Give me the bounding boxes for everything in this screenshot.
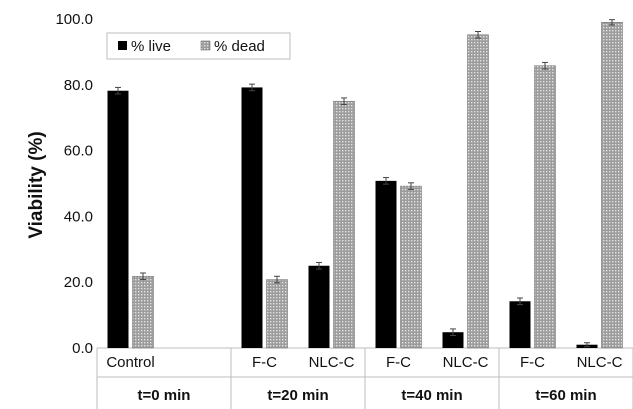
x-category-label: NLC-C (443, 354, 489, 371)
bar-dead (333, 100, 355, 349)
bar-live (241, 87, 263, 348)
x-group-label: t=0 min (138, 387, 191, 404)
x-category-label: NLC-C (309, 354, 355, 371)
bar-dead (132, 275, 154, 349)
bar-dead (534, 65, 556, 349)
y-axis-title: Viability (%) (26, 131, 47, 238)
bar-live (308, 265, 330, 348)
x-category-label: F-C (252, 354, 277, 371)
bar-live (107, 90, 129, 349)
legend-swatch-live (118, 41, 127, 50)
x-category-label: Control (106, 354, 154, 371)
x-category-label: NLC-C (577, 354, 623, 371)
legend-box (106, 32, 291, 60)
plot-area: 0.0 20.0 40.0 60.0 80.0 100.0 Control F-C NLC-C F… (55, 11, 633, 409)
y-tick-label: 40.0 (64, 208, 93, 225)
legend: % live % dead (106, 32, 291, 60)
y-tick-label: 20.0 (64, 274, 93, 291)
x-group-label: t=40 min (401, 387, 462, 404)
bar-dead (601, 21, 623, 349)
bar-live (375, 180, 397, 348)
y-tick-label: 80.0 (64, 77, 93, 94)
x-category-label: F-C (386, 354, 411, 371)
x-group-label: t=60 min (535, 387, 596, 404)
bar-dead (400, 185, 422, 349)
bar-dead (467, 34, 489, 349)
bar-live (442, 332, 464, 348)
bar-dead (266, 279, 288, 349)
y-tick-label: 100.0 (55, 11, 93, 28)
y-tick-label: 0.0 (72, 340, 93, 357)
y-tick-label: 60.0 (64, 143, 93, 160)
x-category-label: F-C (520, 354, 545, 371)
x-group-label: t=20 min (267, 387, 328, 404)
legend-label-live: % live (131, 38, 171, 55)
legend-swatch-dead (200, 40, 211, 51)
legend-label-dead: % dead (214, 38, 265, 55)
bar-live (509, 301, 531, 348)
